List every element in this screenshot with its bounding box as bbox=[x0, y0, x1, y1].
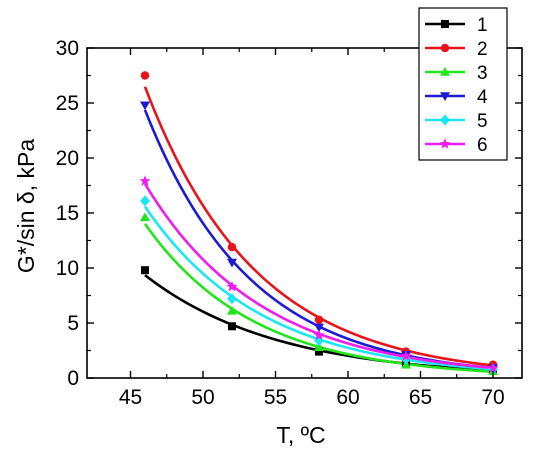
x-tick-label: 50 bbox=[191, 386, 214, 409]
legend-label-6: 6 bbox=[477, 135, 488, 156]
series-2-point bbox=[140, 71, 150, 80]
y-tick-label: 25 bbox=[56, 92, 79, 115]
y-tick-label: 30 bbox=[56, 37, 79, 60]
series-3-point bbox=[140, 212, 150, 222]
y-tick-label: 15 bbox=[56, 202, 79, 225]
series-4-point bbox=[140, 101, 150, 111]
x-tick-label: 65 bbox=[409, 386, 432, 409]
y-tick-label: 20 bbox=[56, 147, 79, 170]
legend-marker-2 bbox=[440, 43, 450, 53]
legend-marker-1 bbox=[441, 20, 449, 28]
series-5-point bbox=[140, 195, 150, 207]
y-tick-label: 10 bbox=[56, 257, 79, 280]
series-1-point bbox=[315, 347, 323, 356]
x-tick-label: 55 bbox=[264, 386, 287, 409]
legend-label-1: 1 bbox=[477, 15, 488, 36]
legend-marker-4 bbox=[440, 92, 450, 101]
legend-label-5: 5 bbox=[477, 111, 488, 132]
series-4-point bbox=[227, 258, 237, 268]
series-1-point bbox=[141, 266, 149, 275]
y-tick-label: 5 bbox=[67, 312, 79, 335]
legend-marker-6 bbox=[439, 138, 451, 149]
data-markers bbox=[139, 71, 499, 376]
series-6-point bbox=[139, 175, 151, 186]
y-axis-title: G*/sin δ, kPa bbox=[13, 139, 39, 273]
x-tick-label: 70 bbox=[481, 386, 504, 409]
series-1-point bbox=[228, 322, 236, 331]
series-6-point bbox=[313, 329, 325, 340]
series-2-point bbox=[314, 315, 324, 324]
y-tick-label: 0 bbox=[67, 367, 79, 390]
legend-box bbox=[418, 7, 508, 161]
legend-label-4: 4 bbox=[477, 87, 488, 108]
legend-marker-3 bbox=[440, 67, 450, 76]
axes bbox=[86, 47, 523, 379]
legend-label-2: 2 bbox=[477, 39, 488, 60]
x-tick-label: 45 bbox=[119, 386, 142, 409]
series-2-point bbox=[227, 242, 237, 252]
series-6-point bbox=[487, 362, 499, 373]
x-axis-title: T, ºC bbox=[276, 422, 325, 448]
x-tick-label: 60 bbox=[336, 386, 359, 409]
legend: 1 2 3 4 5 6 bbox=[418, 7, 508, 161]
series-6-point bbox=[226, 280, 238, 292]
series-6-point bbox=[400, 350, 412, 361]
series-5-point bbox=[227, 293, 237, 305]
series-3-point bbox=[314, 342, 324, 351]
legend-marker-5 bbox=[440, 114, 450, 126]
series-4-point bbox=[314, 323, 324, 333]
series-3-point bbox=[227, 305, 237, 315]
legend-label-3: 3 bbox=[477, 63, 488, 84]
